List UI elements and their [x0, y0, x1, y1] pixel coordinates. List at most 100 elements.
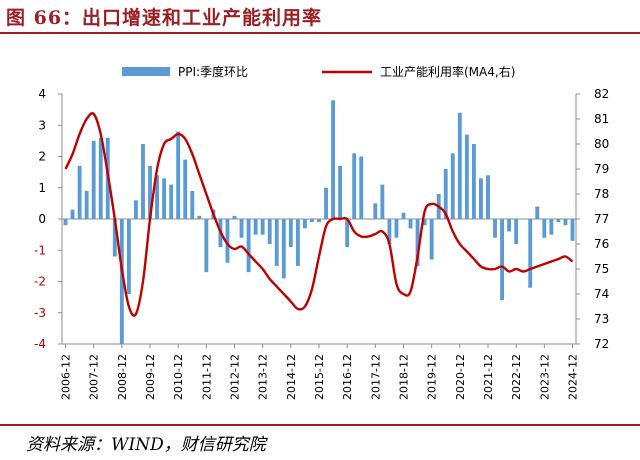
x-tick-label: 2010-12 [172, 354, 185, 400]
bar [317, 219, 321, 223]
bar [521, 219, 526, 220]
bar [345, 219, 350, 248]
bar [112, 219, 117, 257]
x-tick-label: 2007-12 [88, 354, 101, 400]
bar [204, 219, 209, 273]
bar [141, 144, 145, 219]
left-tick-label: -4 [34, 337, 46, 351]
bar [281, 219, 286, 279]
source-rule [0, 424, 640, 426]
left-tick-label: 0 [38, 212, 46, 226]
bar [190, 190, 195, 219]
left-tick-label: 2 [38, 150, 46, 164]
left-tick-label: -2 [34, 275, 46, 289]
chart-legend: PPI:季度环比 工业产能利用率(MA4,右) [122, 64, 515, 79]
right-tick-label: 74 [594, 287, 609, 301]
bar [443, 169, 448, 219]
bar [274, 219, 279, 266]
x-tick-label: 2018-12 [397, 354, 410, 400]
bar [155, 175, 159, 219]
legend-bar-swatch [122, 67, 170, 76]
bar [394, 219, 399, 238]
bar [535, 206, 540, 219]
bar [70, 209, 75, 219]
bar [169, 184, 174, 219]
right-tick-label: 75 [594, 262, 609, 276]
bar [288, 219, 293, 248]
bar [366, 219, 371, 220]
bar [162, 178, 167, 219]
bar [253, 219, 258, 235]
x-tick-label: 2021-12 [482, 354, 495, 400]
bar [408, 219, 413, 229]
bar [352, 153, 357, 219]
x-tick-label: 2008-12 [116, 354, 129, 400]
bar [500, 219, 505, 301]
left-tick-label: 1 [38, 181, 46, 195]
bar [387, 219, 392, 244]
bar [310, 219, 314, 223]
bar [542, 219, 547, 238]
right-tick-label: 81 [594, 112, 609, 126]
right-tick-label: 72 [594, 337, 609, 351]
bar [77, 165, 82, 219]
bar [260, 219, 265, 235]
source-note: 资料来源：WIND，财信研究院 [26, 435, 266, 455]
x-tick-label: 2023-12 [538, 354, 551, 400]
bar [422, 219, 427, 226]
bar [324, 187, 328, 219]
bar [479, 178, 483, 219]
bar [98, 137, 103, 219]
bar [563, 219, 568, 226]
bar [239, 219, 244, 238]
right-tick-label: 78 [594, 187, 609, 201]
bar [225, 219, 230, 263]
bar [126, 219, 131, 294]
bar [549, 219, 554, 235]
bar [295, 219, 300, 266]
bar [507, 219, 512, 232]
x-tick-label: 2022-12 [510, 354, 523, 400]
figure-title: 图 66：出口增速和工业产能利用率 [6, 7, 323, 29]
bar [197, 215, 202, 219]
right-tick-label: 82 [594, 87, 609, 101]
bar [183, 159, 188, 219]
x-tick-label: 2014-12 [285, 354, 298, 400]
bar [133, 200, 138, 219]
bar [302, 219, 307, 229]
x-tick-label: 2024-12 [566, 354, 579, 400]
left-tick-label: -3 [34, 306, 46, 320]
bar [63, 219, 68, 226]
title-rule [0, 32, 640, 34]
left-tick-label: -1 [34, 243, 46, 257]
x-tick-label: 2016-12 [341, 354, 354, 400]
bar [528, 219, 533, 288]
bar [486, 175, 490, 219]
bar [148, 165, 152, 219]
right-tick-label: 80 [594, 137, 609, 151]
x-tick-label: 2015-12 [313, 354, 326, 400]
bar [338, 165, 343, 219]
bar [119, 219, 124, 344]
x-tick-label: 2020-12 [454, 354, 467, 400]
x-tick-label: 2012-12 [229, 354, 242, 400]
x-tick-label: 2017-12 [369, 354, 382, 400]
x-tick-label: 2009-12 [144, 354, 157, 400]
bar [464, 134, 469, 219]
bar [556, 219, 561, 223]
right-tick-label: 77 [594, 212, 609, 226]
bar [514, 219, 519, 244]
x-tick-label: 2006-12 [60, 354, 73, 400]
left-tick-label: 4 [38, 87, 46, 101]
right-tick-label: 76 [594, 237, 609, 251]
chart: PPI:季度环比 工业产能利用率(MA4,右) -4 -3 -2 -1 0 1 2 3 4 72 73… [34, 64, 609, 400]
bar [493, 219, 497, 238]
bar [232, 215, 237, 219]
x-tick-label: 2019-12 [426, 354, 439, 400]
x-tick-label: 2011-12 [200, 354, 213, 400]
bar [331, 100, 336, 219]
left-tick-label: 3 [38, 118, 46, 132]
bar [359, 156, 364, 219]
right-tick-label: 73 [594, 312, 609, 326]
bar [176, 131, 181, 219]
